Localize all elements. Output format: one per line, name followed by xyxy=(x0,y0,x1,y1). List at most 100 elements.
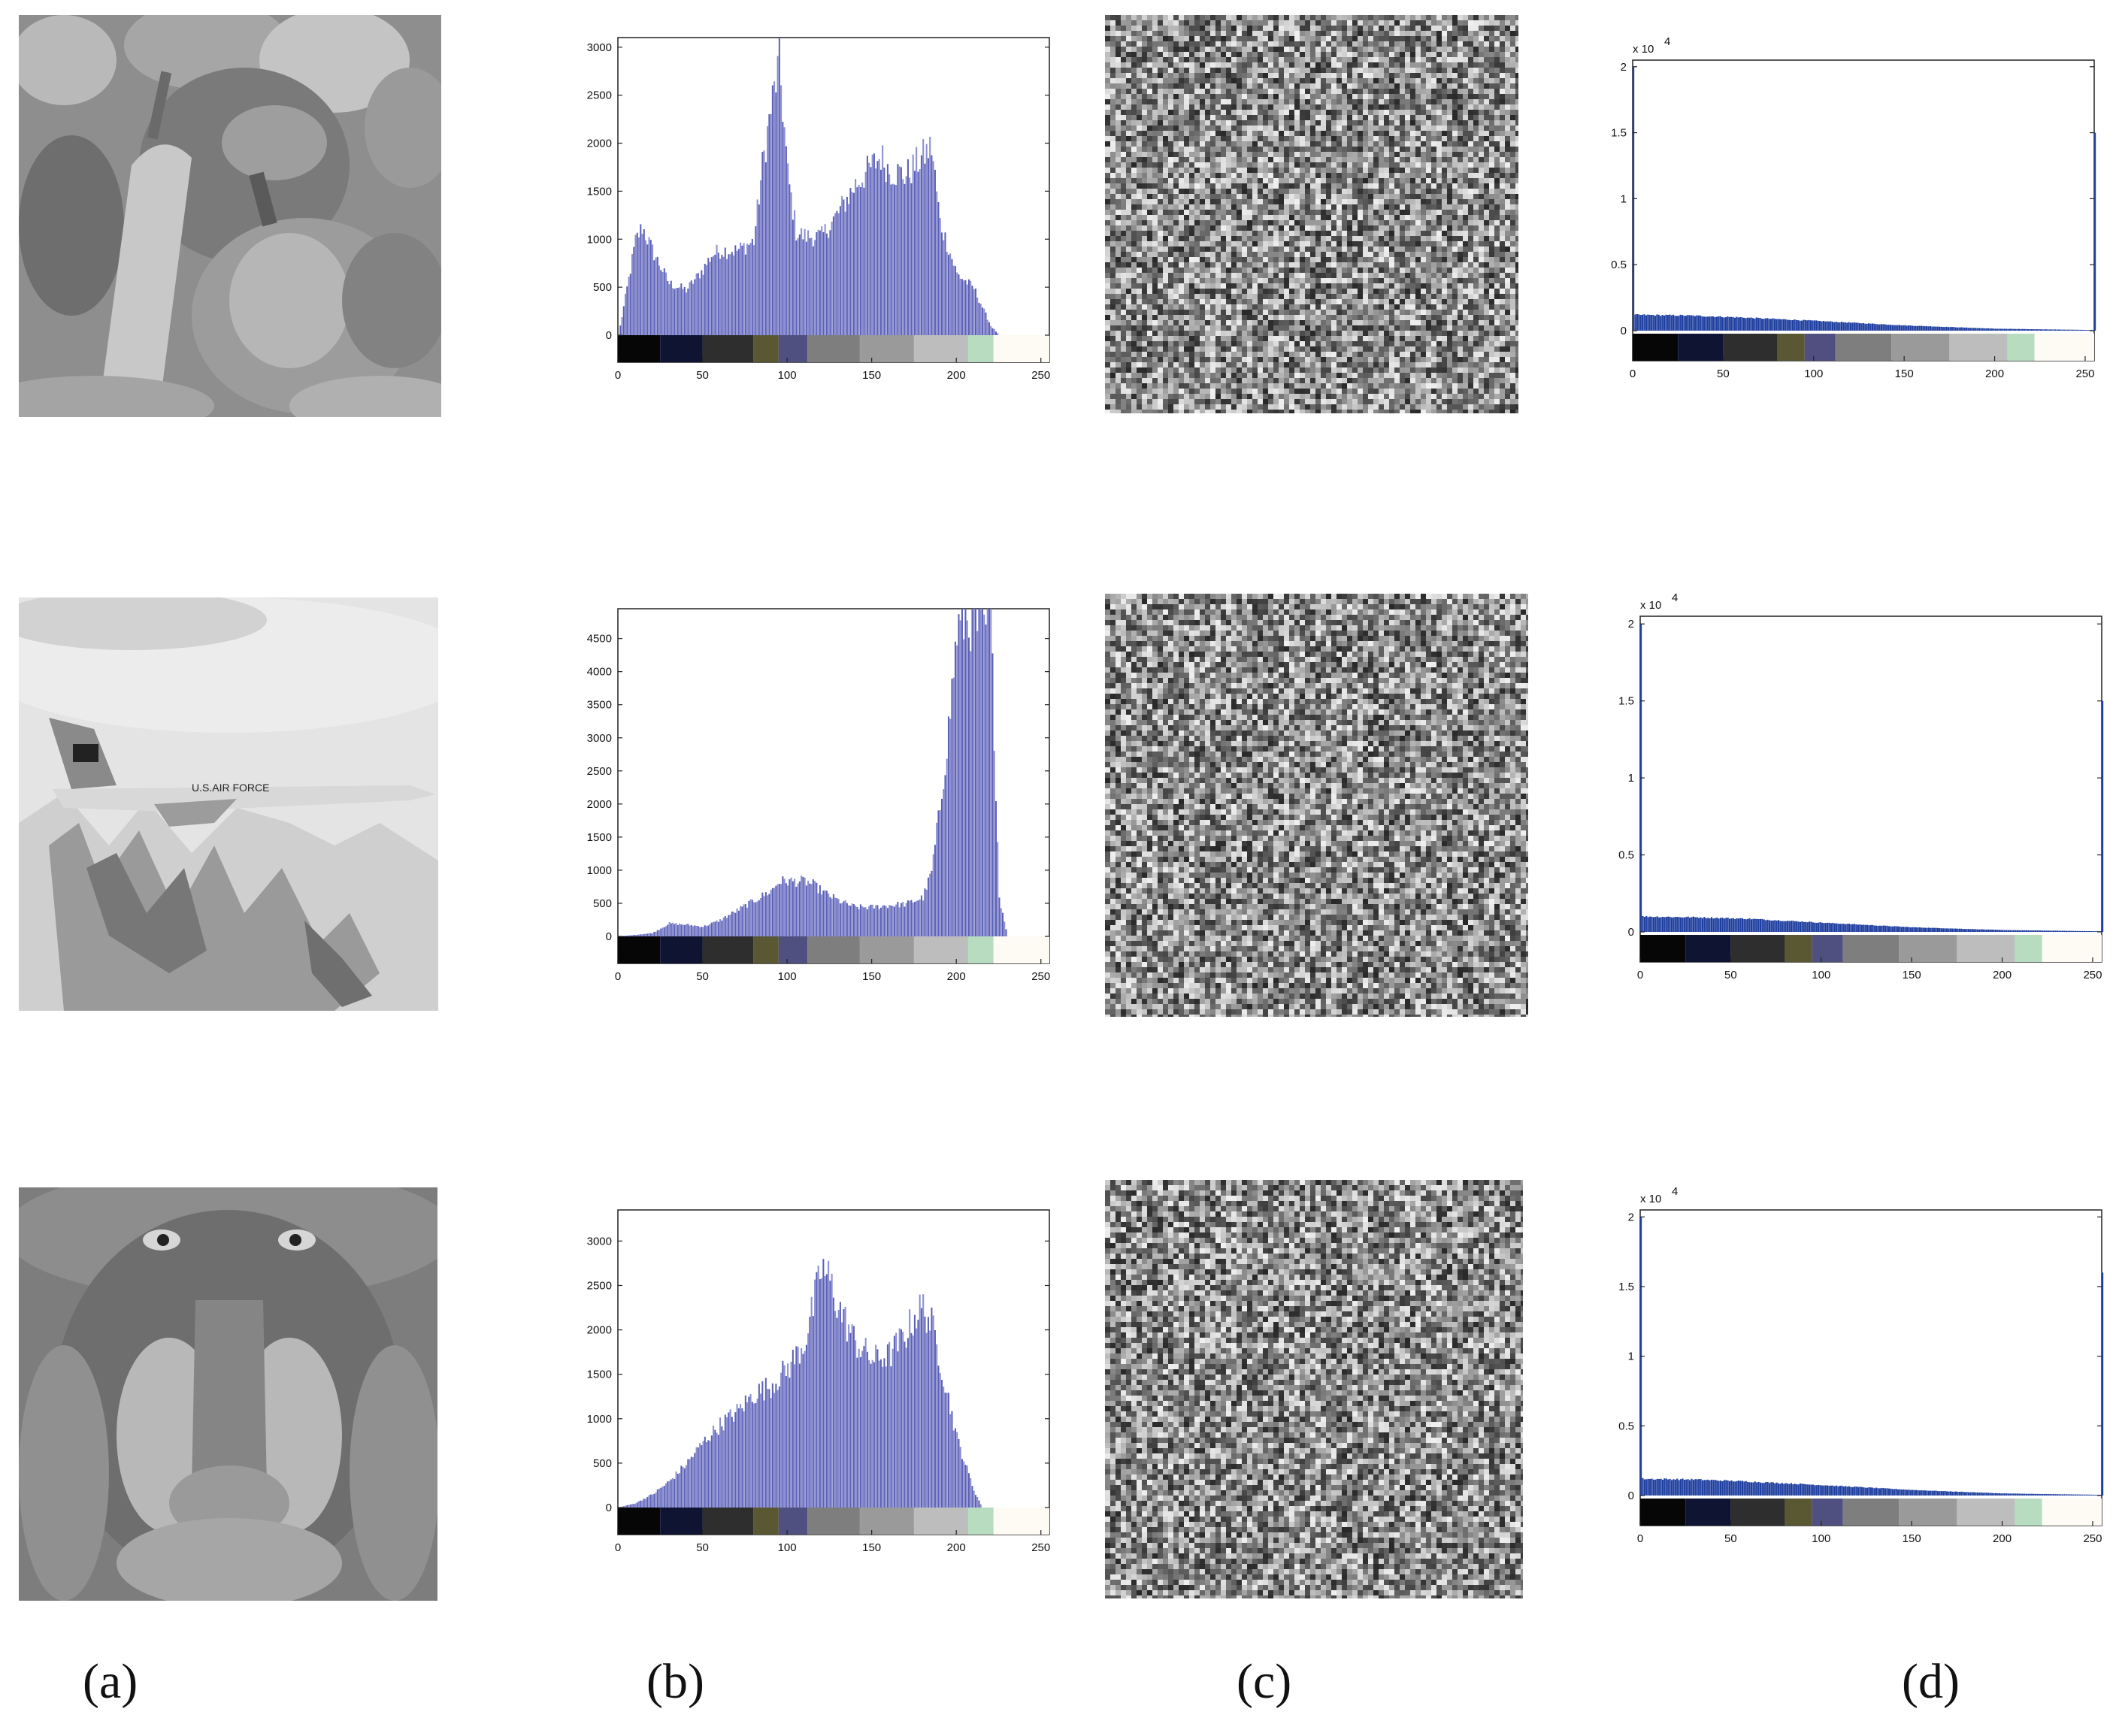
histogram-bar xyxy=(1759,1482,1762,1496)
bar-series xyxy=(619,609,1007,936)
histogram-bar xyxy=(2081,329,2084,331)
histogram-bar xyxy=(875,168,877,335)
histogram-bar xyxy=(946,252,948,335)
histogram-bar xyxy=(1685,1479,1688,1496)
histogram-bar xyxy=(744,254,746,335)
histogram-bar xyxy=(1940,928,1942,932)
histogram-bar xyxy=(1866,323,1868,331)
histogram-bar xyxy=(768,894,770,936)
histogram-bar xyxy=(924,163,926,335)
histogram-bar xyxy=(2078,329,2080,331)
histogram-bar xyxy=(1851,924,1854,932)
panel-label-d: (d) xyxy=(1902,1653,1960,1710)
histogram-bar xyxy=(1936,326,1939,331)
histogram-bar xyxy=(629,274,631,335)
histogram-bar xyxy=(951,1411,953,1508)
histogram-bar xyxy=(822,231,825,335)
histogram-bar xyxy=(2092,1494,2095,1496)
histogram-bar xyxy=(1922,325,1924,331)
histogram-bar xyxy=(1709,1480,1711,1496)
histogram-bar xyxy=(746,1402,749,1508)
histogram-bar xyxy=(731,1417,733,1508)
axis-exponent-power: 4 xyxy=(1664,35,1670,48)
histogram-bar xyxy=(844,211,846,335)
histogram-bar xyxy=(776,1390,779,1508)
histogram-bar xyxy=(871,1359,873,1508)
histogram-bar xyxy=(1683,1480,1685,1496)
histogram-bar xyxy=(1949,1491,1951,1496)
histogram-bar xyxy=(949,1414,952,1508)
y-tick-label: 3000 xyxy=(587,732,612,745)
histogram-bar xyxy=(1939,1491,1941,1496)
histogram-bar xyxy=(746,243,749,335)
histogram-bar xyxy=(1750,317,1752,331)
histogram-bar xyxy=(645,1499,647,1508)
histogram-bar xyxy=(1962,929,1964,932)
histogram-bar xyxy=(861,182,864,335)
histogram-bar xyxy=(805,241,807,335)
histogram-bar xyxy=(2003,328,2006,331)
histogram-bar xyxy=(1898,325,1901,331)
colorbar-segment xyxy=(702,335,754,362)
histogram-bar xyxy=(944,1393,946,1508)
histogram-bar xyxy=(1652,917,1655,932)
histogram-bar xyxy=(990,325,992,335)
histogram-bar xyxy=(1645,915,1648,932)
histogram-bar xyxy=(1900,927,1903,932)
histogram-bar xyxy=(658,1488,661,1508)
histogram-bar xyxy=(755,902,757,936)
histogram-bar xyxy=(658,930,661,936)
histogram-bar xyxy=(771,1383,773,1508)
histogram-bar xyxy=(890,1366,892,1508)
histogram-bar xyxy=(836,210,838,335)
histogram-bar xyxy=(724,916,726,936)
histogram-bar xyxy=(1953,327,1955,331)
histogram-bar xyxy=(2102,1272,2104,1496)
histogram-bar xyxy=(946,758,948,936)
histogram-bar xyxy=(731,252,733,335)
histogram-bar xyxy=(1890,926,1892,932)
histogram-bar xyxy=(1781,1483,1783,1496)
histogram-bar xyxy=(653,932,655,936)
histogram-bar xyxy=(1714,918,1716,932)
histogram-bar xyxy=(1799,1483,1802,1496)
histogram-bar xyxy=(1821,321,1823,331)
histogram-bar xyxy=(961,279,963,335)
histogram-bar xyxy=(1844,322,1846,331)
histogram-bar xyxy=(885,1366,887,1508)
histogram-bar xyxy=(1806,922,1809,932)
histogram-bar xyxy=(1712,1480,1715,1496)
histogram-bar xyxy=(1895,1489,1897,1496)
histogram-bar xyxy=(919,1294,921,1508)
histogram-bar xyxy=(912,154,914,335)
histogram-bar xyxy=(882,145,884,335)
histogram-bar xyxy=(2036,329,2039,331)
histogram-bar xyxy=(1827,922,1829,932)
histogram-bar xyxy=(1975,328,1977,331)
colorbar-segment xyxy=(807,936,860,963)
histogram-bar xyxy=(963,1461,965,1508)
histogram-bar xyxy=(2052,329,2054,331)
histogram-bar xyxy=(646,1496,649,1508)
histogram-bar xyxy=(1747,918,1749,932)
y-tick-label: 0 xyxy=(1621,325,1627,337)
histogram-bar xyxy=(648,933,650,936)
histogram-bar xyxy=(2031,930,2033,932)
histogram-bar xyxy=(770,889,772,936)
histogram-bar xyxy=(978,302,980,335)
histogram-bar xyxy=(1782,319,1785,331)
histogram-bar xyxy=(907,159,909,335)
histogram-bar xyxy=(1966,929,1968,932)
histogram-bar xyxy=(1893,325,1895,331)
histogram-bar xyxy=(743,1411,745,1508)
histogram-bar xyxy=(1707,1479,1709,1496)
histogram-bar xyxy=(653,1493,655,1508)
histogram-bar xyxy=(864,171,867,335)
histogram-bar xyxy=(888,1341,891,1508)
histogram-bar xyxy=(1846,322,1848,331)
histogram-bar xyxy=(764,1378,767,1508)
colorbar-segment xyxy=(967,335,994,362)
histogram-bar xyxy=(1679,1479,1682,1496)
histogram-bar xyxy=(707,1440,710,1508)
histogram-bar xyxy=(875,1344,877,1508)
